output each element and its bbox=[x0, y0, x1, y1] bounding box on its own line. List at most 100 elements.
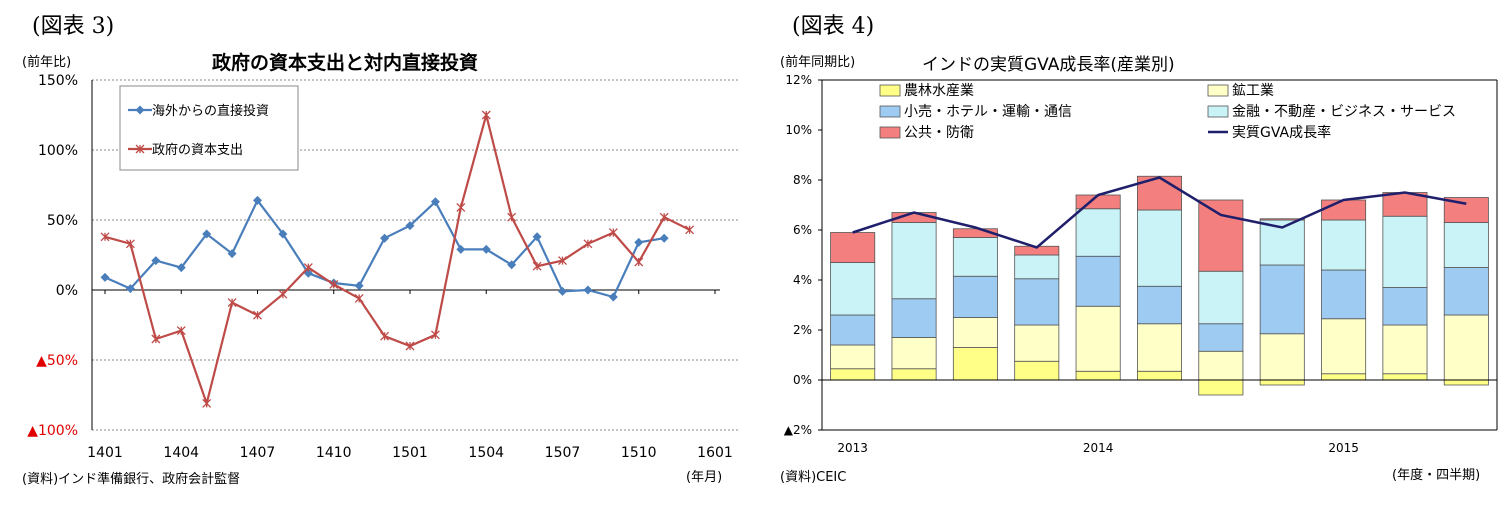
x-tick-label: 1407 bbox=[240, 445, 276, 461]
x-tick-label: 1404 bbox=[163, 445, 199, 461]
data-point bbox=[176, 263, 186, 273]
data-point bbox=[507, 260, 517, 270]
legend-label: 小売・ホテル・運輸・通信 bbox=[904, 104, 1072, 120]
legend-label: 鉱工業 bbox=[1232, 82, 1274, 99]
legend-marker bbox=[135, 144, 145, 154]
bar-segment bbox=[1075, 305, 1121, 372]
bar-segment bbox=[1382, 373, 1428, 381]
bar-segment bbox=[1259, 219, 1305, 266]
bar-segment bbox=[1137, 285, 1182, 325]
data-point bbox=[202, 229, 212, 239]
bar-segment bbox=[1137, 323, 1182, 372]
series-line-2 bbox=[104, 110, 691, 408]
bar-segment bbox=[891, 337, 937, 370]
data-point bbox=[354, 281, 364, 291]
bar-segment bbox=[1014, 278, 1060, 326]
data-point bbox=[608, 292, 618, 302]
data-point bbox=[659, 212, 669, 222]
figure-4-label: (図表 4) bbox=[792, 14, 875, 39]
data-point bbox=[253, 195, 262, 205]
bar-segment bbox=[830, 262, 876, 316]
y-tick-label: 6% bbox=[793, 223, 812, 237]
bar-segment bbox=[1075, 255, 1121, 307]
data-point bbox=[430, 330, 440, 340]
data-point bbox=[329, 279, 339, 289]
bar-segment bbox=[952, 317, 998, 348]
bar-segment bbox=[830, 344, 876, 370]
legend-label: 農林水産業 bbox=[904, 83, 974, 99]
bar-segment bbox=[1321, 199, 1367, 221]
bar-segment bbox=[1198, 379, 1244, 396]
bar-segment bbox=[1014, 324, 1060, 362]
right-chart-title: インドの実質GVA成長率(産業別) bbox=[922, 55, 1175, 75]
gva-growth-line bbox=[852, 176, 1467, 249]
data-point bbox=[202, 398, 212, 408]
x-tick-label: 1507 bbox=[545, 445, 581, 461]
bar-segment bbox=[830, 314, 876, 346]
legend-label: 政府の資本支出 bbox=[152, 143, 243, 158]
x-tick-label: 2014 bbox=[1083, 441, 1114, 455]
data-point bbox=[532, 232, 542, 242]
data-point bbox=[634, 257, 644, 267]
bar-segment bbox=[1198, 270, 1244, 325]
left-unit-label: (前年比) bbox=[22, 55, 72, 70]
bar-segment bbox=[1137, 370, 1182, 381]
bar-segment bbox=[1075, 370, 1121, 381]
data-point bbox=[227, 249, 237, 259]
data-point bbox=[405, 221, 415, 231]
data-point bbox=[125, 239, 135, 249]
bar-segment bbox=[830, 368, 876, 381]
bar-segment bbox=[952, 347, 998, 381]
bar-segment bbox=[891, 222, 937, 300]
data-point bbox=[659, 233, 669, 243]
data-point bbox=[354, 293, 364, 303]
bar-segment bbox=[1014, 254, 1060, 280]
data-point bbox=[227, 298, 237, 308]
legend-swatch bbox=[879, 84, 901, 97]
x-tick-label: 1601 bbox=[697, 445, 733, 461]
y-tick-label: ▲100% bbox=[27, 423, 78, 439]
data-point bbox=[380, 331, 390, 341]
bar-segment bbox=[891, 298, 937, 338]
y-tick-label: 100% bbox=[38, 143, 78, 159]
data-point bbox=[608, 228, 618, 238]
right-unit-label: (前年同期比) bbox=[780, 55, 856, 70]
data-point bbox=[176, 326, 186, 336]
data-point bbox=[583, 285, 593, 295]
data-point bbox=[685, 225, 695, 235]
y-tick-label: 10% bbox=[785, 123, 812, 137]
data-point bbox=[430, 197, 440, 207]
data-point bbox=[125, 284, 135, 294]
legend-swatch bbox=[1207, 105, 1229, 118]
x-tick-label: 1510 bbox=[621, 445, 657, 461]
y-tick-label: ▲50% bbox=[36, 353, 78, 369]
y-tick-label: 4% bbox=[793, 273, 812, 287]
data-point bbox=[558, 286, 567, 296]
bar-segment bbox=[1198, 323, 1244, 352]
data-point bbox=[151, 256, 161, 266]
data-point bbox=[100, 232, 110, 242]
x-tick-label: 2013 bbox=[837, 441, 868, 455]
bar-segment bbox=[1321, 318, 1367, 375]
data-point bbox=[634, 237, 644, 247]
legend-swatch bbox=[1207, 84, 1229, 97]
left-source-note: (資料)インド準備銀行、政府会計監督 bbox=[22, 472, 241, 487]
y-tick-label: 0% bbox=[56, 283, 78, 299]
bar-segment bbox=[1259, 218, 1305, 221]
legend-label: 実質GVA成長率 bbox=[1232, 124, 1331, 141]
bar-segment bbox=[1443, 222, 1489, 268]
y-tick-label: ▲2% bbox=[784, 423, 812, 437]
left-x-unit: (年月) bbox=[686, 470, 723, 485]
legend-label: 金融・不動産・ビジネス・サービス bbox=[1232, 104, 1456, 120]
x-tick-label: 2015 bbox=[1328, 441, 1359, 455]
right-x-unit: (年度・四半期) bbox=[1392, 468, 1481, 483]
data-point bbox=[456, 244, 466, 254]
bar-segment bbox=[891, 368, 937, 381]
bar-segment bbox=[1321, 373, 1367, 381]
data-point bbox=[507, 212, 517, 222]
bar-segment bbox=[1014, 360, 1060, 381]
x-tick-label: 1410 bbox=[316, 445, 352, 461]
data-point bbox=[456, 202, 466, 212]
bar-segment bbox=[1382, 324, 1428, 375]
